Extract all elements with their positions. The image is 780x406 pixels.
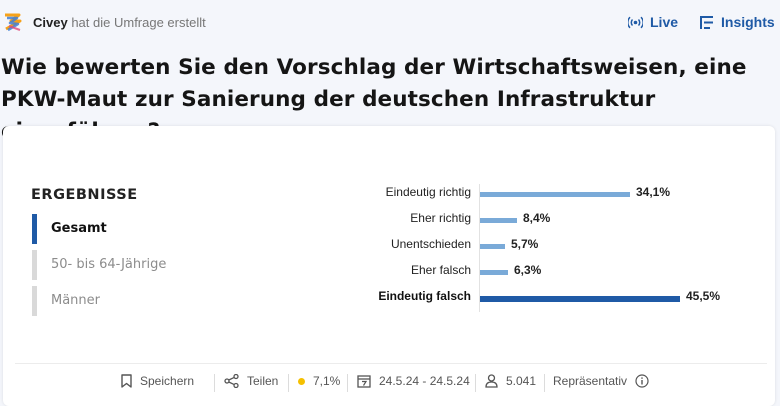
bookmark-icon xyxy=(121,374,132,388)
chart-bar xyxy=(480,270,508,275)
footer-separator xyxy=(475,374,476,392)
representative-info[interactable]: Repräsentativ xyxy=(553,374,649,388)
footer-separator xyxy=(214,374,215,392)
segment-50-64[interactable]: 50- bis 64-Jährige xyxy=(31,250,231,280)
results-title: ERGEBNISSE xyxy=(31,187,138,203)
user-icon xyxy=(485,374,498,388)
representative-label: Repräsentativ xyxy=(553,374,628,388)
segment-maenner[interactable]: Männer xyxy=(31,286,231,316)
chart-category-label: Eindeutig richtig xyxy=(385,185,471,199)
segment-label: 50- bis 64-Jährige xyxy=(51,257,167,272)
chart-axis xyxy=(479,184,480,312)
status-dot-icon xyxy=(298,377,305,385)
segment-label: Gesamt xyxy=(51,221,107,236)
chart-category-label: Eindeutig falsch xyxy=(378,289,471,303)
footer-separator xyxy=(347,374,348,392)
error-margin[interactable]: 7,1% xyxy=(298,374,340,388)
chart-category-label: Eher falsch xyxy=(410,263,471,277)
chart-value-label: 8,4% xyxy=(523,211,551,225)
chart-value-label: 5,7% xyxy=(511,237,539,251)
footer-separator xyxy=(288,374,289,392)
chart-row: Eher richtig 8,4% xyxy=(321,206,761,232)
chart-row: Eindeutig richtig 34,1% xyxy=(321,180,761,206)
participants: 5.041 xyxy=(485,374,536,388)
poll-question: Wie bewerten Sie den Vorschlag der Wirts… xyxy=(1,55,747,144)
live-broadcast-icon xyxy=(628,16,643,29)
insights-button[interactable]: Insights xyxy=(700,14,775,30)
footer-separator xyxy=(544,374,545,392)
segment-indicator xyxy=(32,250,37,280)
chart-row: Unentschieden 5,7% xyxy=(321,232,761,258)
segment-gesamt[interactable]: Gesamt xyxy=(31,214,231,244)
poll-author-line: Civey hat die Umfrage erstellt xyxy=(33,15,206,30)
footer-divider xyxy=(15,363,767,364)
results-card: ERGEBNISSE Gesamt 50- bis 64-Jährige Män… xyxy=(3,126,775,406)
error-margin-value: 7,1% xyxy=(313,374,341,388)
segment-indicator xyxy=(32,286,37,316)
live-button[interactable]: Live xyxy=(628,14,678,30)
top-bar: Civey hat die Umfrage erstellt Live Insi… xyxy=(0,0,780,46)
chart-bar xyxy=(480,244,505,249)
segment-indicator xyxy=(32,214,37,244)
share-label: Teilen xyxy=(247,374,279,388)
civey-logo-icon[interactable] xyxy=(2,11,24,33)
results-bar-chart: Eindeutig richtig 34,1% Eher richtig 8,4% Un… xyxy=(321,180,761,320)
save-label: Speichern xyxy=(140,374,195,388)
chart-value-label: 45,5% xyxy=(686,289,721,303)
share-button[interactable]: Teilen xyxy=(224,374,278,388)
live-label: Live xyxy=(650,14,679,30)
chart-value-label: 6,3% xyxy=(514,263,542,277)
calendar-icon xyxy=(357,374,371,388)
chart-category-label: Unentschieden xyxy=(390,237,471,251)
chart-bar xyxy=(480,296,680,302)
date-range-value: 24.5.24 - 24.5.24 xyxy=(379,374,470,388)
chart-category-label: Eher richtig xyxy=(410,211,471,225)
insights-list-icon xyxy=(700,15,714,29)
segment-label: Männer xyxy=(51,293,101,308)
chart-bar xyxy=(480,218,517,223)
author-name[interactable]: Civey xyxy=(33,15,68,30)
date-range: 24.5.24 - 24.5.24 xyxy=(357,374,470,388)
info-icon[interactable] xyxy=(635,374,649,388)
chart-value-label: 34,1% xyxy=(636,185,671,199)
save-button[interactable]: Speichern xyxy=(121,374,194,388)
poll-footer: Speichern Teilen 7,1% xyxy=(3,374,775,394)
share-icon xyxy=(224,374,239,388)
chart-bar xyxy=(480,192,630,197)
chart-row: Eindeutig falsch 45,5% xyxy=(321,284,761,310)
insights-label: Insights xyxy=(721,14,775,30)
chart-row: Eher falsch 6,3% xyxy=(321,258,761,284)
author-action: hat die Umfrage erstellt xyxy=(71,15,206,30)
participants-value: 5.041 xyxy=(506,374,537,388)
